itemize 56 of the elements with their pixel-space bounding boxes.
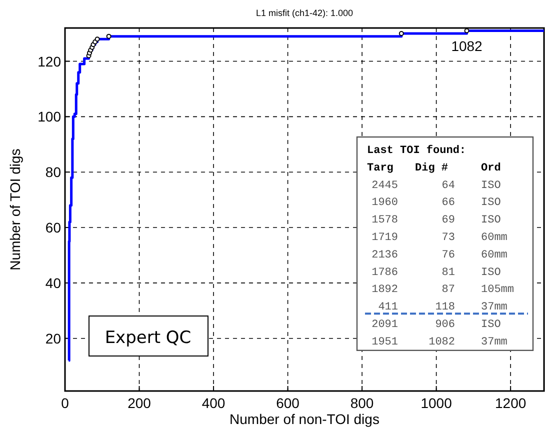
point <box>464 28 470 34</box>
chart-title: L1 misfit (ch1-42): 1.000 <box>256 8 354 18</box>
x-tick-label: 400 <box>202 395 226 411</box>
annotation: 1578 <box>372 214 398 227</box>
annotation: ISO <box>481 266 502 279</box>
annotation: 2445 <box>372 180 398 192</box>
annotation: Dig # <box>415 162 448 174</box>
annotation: Ord <box>481 162 501 174</box>
y-tick-label: 80 <box>45 164 62 180</box>
y-tick-label: 120 <box>38 53 62 70</box>
y-tick-label: 20 <box>45 330 62 346</box>
annotation: 81 <box>442 266 456 279</box>
annotation: 66 <box>442 197 455 210</box>
annotation: 2091 <box>372 319 398 331</box>
annotation: 37mm <box>481 336 508 348</box>
x-tick-label: 600 <box>276 395 300 411</box>
annotation: 1719 <box>372 232 398 244</box>
annotation: 1892 <box>372 284 398 296</box>
y-tick-label: 40 <box>45 274 62 291</box>
annotation: ISO <box>481 319 502 331</box>
annotation: 906 <box>435 319 455 331</box>
annotation: ISO <box>481 180 502 192</box>
annotation: 1951 <box>372 336 398 348</box>
annotation: Last TOI found: <box>367 144 466 157</box>
annotation: ISO <box>481 214 502 227</box>
y-tick-label: 100 <box>38 108 62 125</box>
annotation: 1082 <box>451 38 483 54</box>
y-axis-title: Number of TOI digs <box>7 148 23 270</box>
annotation: 76 <box>442 249 455 262</box>
annotation: 60mm <box>481 232 508 244</box>
annotation: Targ <box>367 162 394 174</box>
annotation: Expert QC <box>104 328 192 348</box>
point <box>106 34 112 39</box>
annotation: 1082 <box>428 336 455 348</box>
annotation: 2136 <box>372 249 398 262</box>
annotation: 69 <box>442 214 455 227</box>
x-axis-title: Number of non-TOI digs <box>230 411 380 427</box>
x-tick-label: 0 <box>61 395 70 411</box>
x-tick-label: 1200 <box>495 395 526 411</box>
annotation: 73 <box>442 232 455 244</box>
annotation: 118 <box>435 302 455 314</box>
annotation: 60mm <box>481 249 508 262</box>
x-tick-label: 800 <box>350 395 374 411</box>
annotation: 64 <box>442 180 456 192</box>
annotation: 1786 <box>372 266 398 279</box>
annotation: 411 <box>378 302 398 314</box>
annotation: 105mm <box>481 284 514 296</box>
annotation: 37mm <box>481 302 508 314</box>
y-tick-label: 60 <box>45 220 62 236</box>
point <box>398 31 404 36</box>
x-tick-label: 200 <box>128 395 152 411</box>
x-tick-label: 1000 <box>420 395 452 411</box>
annotation: ISO <box>481 197 502 210</box>
point <box>94 36 100 42</box>
annotation: 1960 <box>372 197 398 210</box>
annotation: 87 <box>442 284 455 296</box>
